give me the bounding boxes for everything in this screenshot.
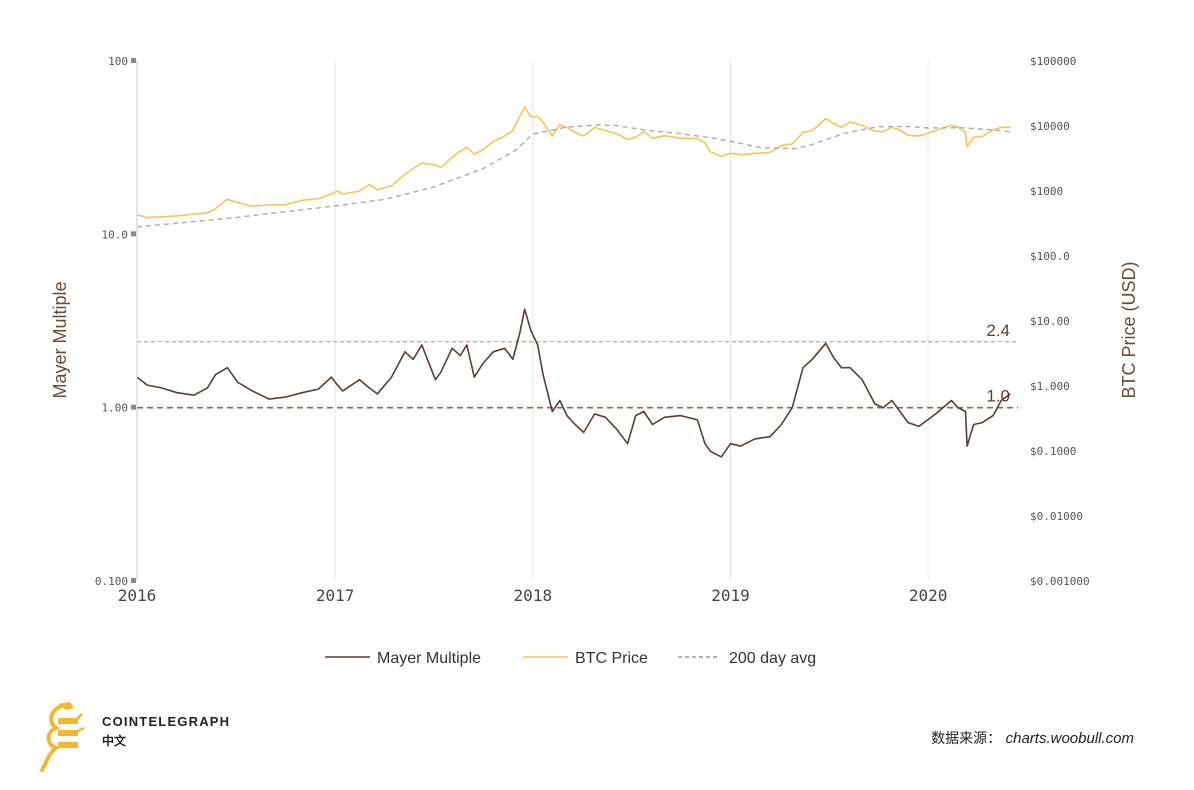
reference-label-1.0: 1.0 xyxy=(986,387,1010,406)
right-tick-label: $100.0 xyxy=(1030,250,1070,263)
left-tick-mark xyxy=(131,578,136,583)
x-tick-label: 2018 xyxy=(514,586,553,605)
right-tick-label: $10.00 xyxy=(1030,315,1070,328)
left-tick-label: 0.100 xyxy=(95,575,128,588)
series-btc-price xyxy=(136,106,1011,219)
dragon-logo-icon xyxy=(40,702,85,772)
legend-label-mayer-multiple: Mayer Multiple xyxy=(377,650,481,667)
legend-label-btc-price: BTC Price xyxy=(575,650,648,667)
x-tick-label: 2016 xyxy=(118,586,157,605)
left-tick-label: 100 xyxy=(108,55,128,68)
series-mayer-multiple xyxy=(136,308,1011,458)
brand-name: COINTELEGRAPH xyxy=(102,714,231,729)
left-tick-label: 10.0 xyxy=(102,228,129,241)
series-layer xyxy=(136,106,1011,458)
right-tick-label: $1.000 xyxy=(1030,380,1070,393)
axis-layer: 2016 2017 2018 2019 2020 100 10.0 1.00 0.100 $100… xyxy=(95,55,1090,605)
right-tick-label: $0.1000 xyxy=(1030,445,1076,458)
right-tick-label: $10000 xyxy=(1030,120,1070,133)
x-tick-label: 2019 xyxy=(711,586,750,605)
source-url[interactable]: charts.woobull.com xyxy=(1005,730,1134,747)
right-tick-label: $0.001000 xyxy=(1030,575,1090,588)
x-tick-label: 2017 xyxy=(316,586,355,605)
left-tick-label: 1.00 xyxy=(102,402,129,415)
right-tick-label: $0.01000 xyxy=(1030,510,1083,523)
left-axis-title: Mayer Multiple xyxy=(50,281,70,398)
left-tick-mark xyxy=(131,404,136,410)
series-200-day-avg xyxy=(136,124,1011,228)
legend: Mayer Multiple BTC Price 200 day avg xyxy=(325,650,816,667)
cointelegraph-logo: COINTELEGRAPH 中文 xyxy=(40,700,260,780)
left-tick-mark xyxy=(131,58,136,63)
source-label: 数据来源： xyxy=(931,731,1002,747)
right-tick-label: $1000 xyxy=(1030,185,1063,198)
reference-label-2.4: 2.4 xyxy=(986,321,1010,340)
x-tick-label: 2020 xyxy=(909,586,948,605)
right-tick-label: $100000 xyxy=(1030,55,1076,68)
source-credit: 数据来源： charts.woobull.com xyxy=(931,728,1134,748)
grid-layer xyxy=(136,61,929,581)
reference-lines: 2.4 1.0 xyxy=(137,321,1018,409)
brand-subtitle: 中文 xyxy=(102,734,127,748)
legend-label-200-day-avg: 200 day avg xyxy=(729,650,816,667)
left-tick-mark xyxy=(131,231,136,237)
right-axis-title: BTC Price (USD) xyxy=(1119,261,1139,398)
